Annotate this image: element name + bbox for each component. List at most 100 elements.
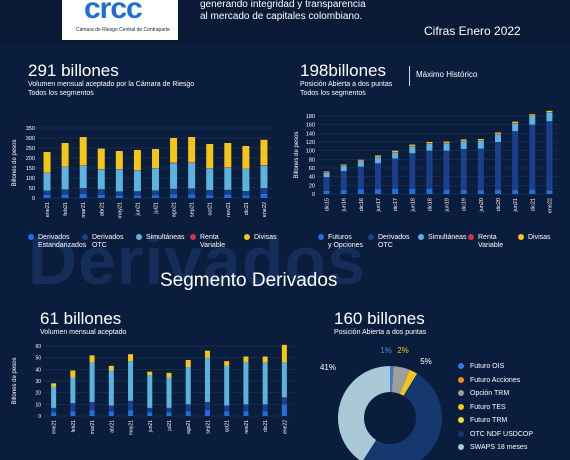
x-tick-label: sep21 bbox=[190, 202, 196, 217]
bar-segment bbox=[224, 194, 232, 198]
y-tick-label: 300 bbox=[26, 136, 35, 142]
bar-segment bbox=[133, 170, 141, 192]
x-tick-label: dic21 bbox=[263, 420, 269, 432]
volumen-headline: 291 billones bbox=[28, 61, 119, 80]
y-tick-label: 40 bbox=[35, 367, 41, 373]
x-tick-label: jun18 bbox=[410, 198, 416, 212]
y-tick-label: 0 bbox=[312, 192, 315, 198]
bar-segment bbox=[170, 163, 178, 189]
bar-segment bbox=[243, 356, 249, 363]
legend-label: Renta Variable bbox=[200, 234, 226, 249]
x-tick-label: dic17 bbox=[393, 198, 399, 211]
bar-segment bbox=[188, 194, 196, 198]
bar-segment bbox=[128, 354, 134, 362]
y-axis-label: Billones de pesos bbox=[12, 139, 18, 186]
bar-segment bbox=[97, 194, 105, 198]
bar-segment bbox=[204, 402, 210, 411]
bar-segment bbox=[224, 189, 232, 195]
bar-segment bbox=[97, 148, 105, 170]
bar-segment bbox=[495, 142, 501, 190]
y-tick-label: 100 bbox=[306, 149, 315, 155]
donut-legend-label: SWAPS 18 meses bbox=[470, 444, 528, 451]
donut-percent-label: 5% bbox=[420, 357, 432, 366]
y-tick-label: 140 bbox=[306, 131, 315, 137]
y-tick-label: 30 bbox=[35, 379, 41, 385]
bar-segment bbox=[357, 189, 364, 194]
y-tick-label: 40 bbox=[309, 175, 315, 181]
volumen-chart: Billones de pesos 0 50 100 150 200 250 300 350 en… bbox=[12, 126, 273, 219]
bar-segment bbox=[170, 188, 178, 195]
y-tick-label: 20 bbox=[35, 391, 41, 397]
posicion-headline: 198billones bbox=[300, 61, 387, 80]
bar-segment bbox=[529, 116, 536, 125]
bar-segment bbox=[147, 375, 153, 408]
bar-segment bbox=[152, 195, 159, 198]
donut-slice bbox=[402, 372, 418, 396]
x-tick-label: abr21 bbox=[99, 202, 105, 216]
donut-legend-label: OTC NDF USDCOP bbox=[470, 430, 533, 438]
y-tick-label: 350 bbox=[26, 126, 35, 132]
posicion-subtitle2: Todos los segmentos bbox=[300, 90, 366, 97]
deriv-posicion-header: 160 billones Posición Abierta a dos punt… bbox=[334, 310, 426, 337]
y-tick-label: 50 bbox=[35, 356, 41, 362]
bar-segment bbox=[51, 407, 57, 413]
donut-slice bbox=[363, 373, 442, 460]
x-tick-label: dic21 bbox=[244, 202, 250, 215]
bar-segment bbox=[340, 165, 347, 172]
bar-segment bbox=[224, 365, 230, 406]
volumen-subtitle2: Todos los segmentos bbox=[28, 90, 94, 97]
donut-slice bbox=[338, 366, 390, 460]
y-tick-label: 180 bbox=[306, 114, 315, 120]
legend-swatch bbox=[318, 234, 324, 241]
bar-segment bbox=[340, 190, 347, 194]
bar-segment bbox=[79, 137, 87, 166]
donut-slice bbox=[399, 369, 416, 396]
bar-segment bbox=[79, 165, 87, 166]
volumen-header: 291 billones Volumen mensual aceptado po… bbox=[28, 62, 194, 98]
bar-segment bbox=[243, 404, 249, 412]
deriv-posicion-legend: Futuro OIS Futuro Acciones Opción TRM Futur… bbox=[458, 363, 570, 460]
legend-swatch bbox=[136, 234, 142, 241]
donut-legend-item: Futuro TES bbox=[458, 404, 506, 411]
bar-segment bbox=[529, 114, 536, 116]
y-tick-label: 0 bbox=[38, 414, 41, 420]
bar-segment bbox=[529, 124, 536, 190]
x-tick-label: jul21 bbox=[167, 420, 173, 432]
bar-segment bbox=[323, 172, 330, 178]
y-axis-label: Billones de pesos bbox=[294, 131, 300, 178]
bar-segment bbox=[357, 161, 364, 167]
legend-label: Derivados Estandarizados bbox=[38, 234, 87, 249]
x-tick-label: jun17 bbox=[376, 198, 382, 212]
x-tick-label: mar21 bbox=[81, 202, 87, 218]
legend-swatch bbox=[468, 234, 474, 241]
bar-segment bbox=[108, 411, 114, 416]
bar-segment bbox=[357, 159, 364, 161]
bar-segment bbox=[170, 162, 178, 164]
bar-segment bbox=[79, 166, 87, 188]
bar-segment bbox=[43, 152, 51, 173]
bar-segment bbox=[426, 188, 433, 194]
donut-legend-item: SWAPS 18 meses bbox=[458, 444, 527, 451]
bar-segment bbox=[281, 397, 287, 405]
donut-slice bbox=[391, 366, 394, 393]
donut-legend-label: Futuro TRM bbox=[470, 417, 508, 424]
bar-segment bbox=[97, 169, 105, 190]
volumen-subtitle1: Volumen mensual aceptado por la Cámara d… bbox=[28, 81, 195, 88]
bar-segment bbox=[262, 411, 268, 416]
bar-segment bbox=[133, 150, 141, 170]
bar-segment bbox=[188, 162, 196, 163]
bar-segment bbox=[546, 190, 553, 194]
x-tick-label: nov21 bbox=[244, 420, 250, 434]
bar-segment bbox=[152, 168, 159, 191]
bar-segment bbox=[392, 188, 399, 194]
badge-divider bbox=[409, 66, 410, 86]
y-tick-label: 60 bbox=[35, 344, 41, 350]
volumen-legend: Derivados Estandarizados Derivados OTC Simul… bbox=[28, 234, 278, 254]
bar-segment bbox=[375, 157, 381, 164]
x-tick-label: jun21 bbox=[513, 198, 519, 212]
donut-slice bbox=[390, 366, 394, 393]
legend-label: Futuros y Opciones bbox=[328, 234, 364, 249]
tagline: generando integridad y transparencia al … bbox=[200, 0, 366, 23]
bar-segment bbox=[477, 148, 484, 191]
bar-segment bbox=[260, 139, 268, 165]
